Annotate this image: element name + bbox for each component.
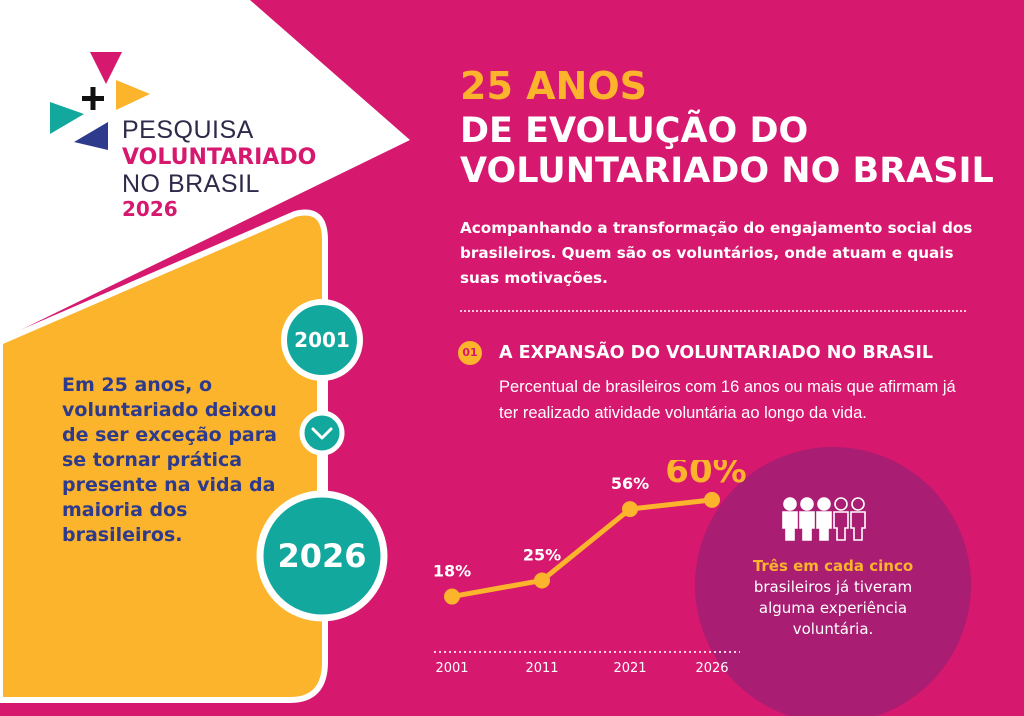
people-icon: [782, 497, 866, 541]
summary-text: Em 25 anos, o voluntariado deixou de ser…: [62, 374, 277, 546]
chart-x-tick-label: 2011: [525, 661, 558, 676]
chevron-down-icon: [299, 410, 345, 456]
chart-x-tick-label: 2001: [435, 661, 468, 676]
logo-line-no-brasil: NO BRASIL: [122, 170, 260, 198]
plus-triangles-logo-icon: [50, 52, 150, 150]
chart-x-tick-label: 2026: [695, 661, 728, 676]
chart-series-line: [451, 497, 713, 600]
title-line-3: VOLUNTARIADO NO BRASIL: [460, 151, 994, 191]
person-icon-body: [782, 511, 798, 541]
highlight-emphasis: Três em cada cinco: [752, 557, 914, 575]
logo-line-pesquisa: PESQUISA: [122, 116, 254, 144]
person-icon-body: [850, 511, 866, 541]
chart-point: [534, 572, 550, 589]
chart-point: [704, 491, 720, 508]
section-description: Percentual de brasileiros com 16 anos ou…: [499, 378, 956, 422]
divider: [460, 310, 966, 312]
chart-data-label: 18%: [433, 562, 471, 581]
person-icon-body: [833, 511, 849, 541]
chart-data-label: 56%: [611, 474, 649, 493]
timeline-end-label: 2026: [277, 537, 367, 575]
chart-point: [444, 588, 460, 605]
yellow-panel: [0, 209, 328, 703]
title-years: 25 ANOS: [460, 64, 647, 108]
timeline-bar: [317, 300, 327, 620]
title-line-2: DE EVOLUÇÃO DO: [460, 111, 809, 151]
logo-line-voluntariado: VOLUNTARIADO: [122, 145, 317, 170]
chart-data-label: 25%: [523, 545, 561, 564]
person-icon-body: [816, 511, 832, 541]
timeline-start-label: 2001: [294, 328, 350, 352]
person-icon-head: [817, 497, 831, 511]
section-title: A EXPANSÃO DO VOLUNTARIADO NO BRASIL: [499, 343, 933, 363]
person-icon-head: [851, 497, 865, 511]
highlight-body: brasileiros já tiveram alguma experiênci…: [753, 578, 913, 638]
highlight-circle: [695, 447, 971, 716]
section-number-badge: 01: [458, 341, 482, 365]
highlight-text: Três em cada cinco brasileiros já tivera…: [724, 556, 942, 640]
person-icon-head: [783, 497, 797, 511]
timeline-end-circle: [256, 490, 388, 622]
white-arrow-panel: [0, 0, 410, 340]
logo-year: 2026: [122, 197, 178, 221]
person-icon-head: [834, 497, 848, 511]
chart-x-tick-label: 2021: [613, 661, 646, 676]
person-icon-body: [799, 511, 815, 541]
chart-point: [622, 501, 638, 518]
person-icon-head: [800, 497, 814, 511]
chart-data-label: 60%: [665, 460, 746, 491]
timeline-start-circle: [281, 299, 363, 381]
intro-paragraph: Acompanhando a transformação do engajame…: [460, 219, 973, 287]
volunteering-line-chart: 18% 2001 25% 2011 56% 2021 60% 2026: [433, 460, 747, 676]
